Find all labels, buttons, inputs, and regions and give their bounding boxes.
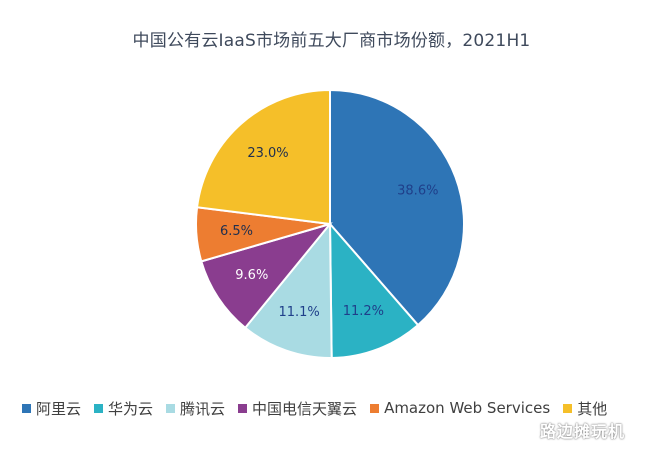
legend-label: 中国电信天翼云 — [252, 399, 358, 418]
chart-legend: 阿里云 华为云 腾讯云 中国电信天翼云 Amazon Web Services 其他 — [22, 397, 652, 419]
legend-label: 华为云 — [108, 399, 154, 418]
slice-value-label: 11.2% — [343, 304, 384, 319]
slice-value-label: 6.5% — [220, 224, 253, 239]
chart-title: 中国公有云IaaS市场前五大厂商市场份额，2021H1 — [132, 31, 531, 51]
legend-item: 其他 — [563, 398, 607, 419]
pie-slice — [243, 221, 333, 359]
legend-label: 阿里云 — [36, 399, 82, 418]
legend-swatch — [563, 403, 573, 413]
pie-slice — [195, 88, 331, 226]
pie-labels: 38.6% 11.2% 11.1% 9.6% 6.5% 23.0% — [220, 146, 438, 320]
legend-swatch — [94, 403, 104, 413]
legend-label: Amazon Web Services — [384, 399, 551, 417]
pie-slices — [195, 88, 465, 360]
legend-swatch — [238, 403, 248, 413]
slice-value-label: 9.6% — [235, 268, 268, 283]
slice-value-label: 38.6% — [397, 184, 438, 199]
watermark-text: 路边摊玩机 — [539, 422, 625, 441]
legend-item: 腾讯云 — [166, 398, 225, 419]
legend-item: 中国电信天翼云 — [238, 398, 357, 419]
legend-label: 其他 — [577, 399, 608, 418]
legend-swatch — [370, 403, 380, 413]
legend-item: 华为云 — [94, 398, 153, 419]
legend-item: Amazon Web Services — [370, 399, 550, 417]
pie-slice — [329, 88, 465, 327]
legend-item: 阿里云 — [22, 398, 81, 419]
legend-label: 腾讯云 — [180, 399, 226, 418]
slice-value-label: 23.0% — [247, 146, 288, 161]
legend-swatch — [166, 403, 176, 413]
legend-swatch — [22, 403, 31, 413]
pie-slice — [328, 221, 420, 360]
slice-value-label: 11.1% — [278, 305, 319, 320]
pie-slice — [200, 222, 333, 330]
